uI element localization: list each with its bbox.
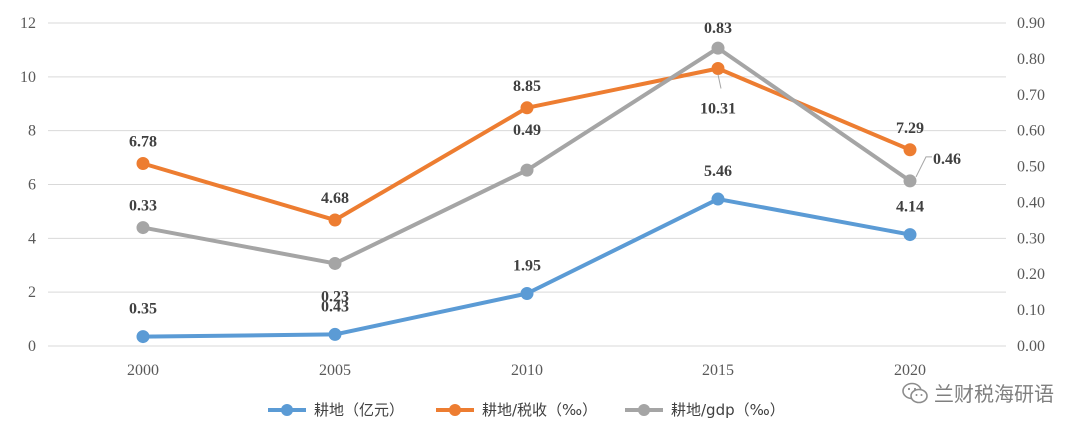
data-label: 0.23 [321,288,349,305]
x-axis: 2000 2005 2010 2015 2020 [127,362,926,379]
legend-marker [638,404,650,416]
data-point [136,330,150,344]
data-label: 0.35 [129,301,157,318]
y-right-tick-label: 0.20 [1017,266,1045,283]
data-label: 1.95 [513,258,541,275]
data-point [136,221,150,235]
data-point [328,327,342,341]
data-point [136,157,150,171]
data-labels: 0.35 0.43 1.95 5.46 4.14 6.78 4.68 8.85 10.31 7.2… [129,20,961,317]
y-left-tick-label: 4 [28,230,36,247]
data-point [711,41,725,55]
label-leader-line [717,74,722,89]
legend-label: 耕地（亿元） [314,401,404,419]
left-axis: 0 2 4 6 8 10 12 [20,15,36,355]
legend-label: 耕地/gdp（‰） [671,401,785,419]
data-point [711,61,725,75]
legend-label: 耕地/税收（‰） [482,401,597,419]
data-point [520,287,534,301]
series-lines [136,41,917,344]
data-point [903,143,917,157]
data-point [903,174,917,188]
data-label: 4.68 [321,190,349,207]
legend-marker [281,404,293,416]
data-label: 6.78 [129,134,157,151]
data-label: 10.31 [700,100,736,117]
data-point [903,228,917,242]
data-point [328,256,342,270]
y-right-tick-label: 0.30 [1017,230,1045,247]
legend: 耕地（亿元） 耕地/税收（‰） 耕地/gdp（‰） [268,401,785,419]
x-tick-label: 2010 [511,362,543,379]
data-label: 4.14 [896,199,924,216]
y-left-tick-label: 2 [28,284,36,301]
right-axis: 0.00 0.10 0.20 0.30 0.40 0.50 0.60 0.70 0.80 0.90 [1017,15,1045,355]
data-label: 0.83 [704,20,732,37]
y-right-tick-label: 0.10 [1017,302,1045,319]
label-leader-line [915,156,932,178]
legend-marker [449,404,461,416]
y-right-tick-label: 0.90 [1017,15,1045,32]
data-label: 8.85 [513,78,541,95]
data-label: 0.49 [513,122,541,139]
y-right-tick-label: 0.00 [1017,338,1045,355]
data-label: 7.29 [896,120,924,137]
data-point [520,101,534,115]
data-point [328,213,342,227]
data-label: 0.33 [129,198,157,215]
x-tick-label: 2015 [702,362,734,379]
data-label: 5.46 [704,163,732,180]
x-tick-label: 2000 [127,362,159,379]
y-right-tick-label: 0.40 [1017,194,1045,211]
data-point [520,163,534,177]
data-label: 0.46 [933,151,961,168]
data-label: 0.43 [321,298,349,315]
x-tick-label: 2005 [319,362,351,379]
watermark-text: 兰财税海研语 [934,382,1054,406]
watermark: 兰财税海研语 [902,378,1054,407]
y-right-tick-label: 0.50 [1017,159,1045,176]
y-right-tick-label: 0.60 [1017,123,1045,140]
y-left-tick-label: 10 [20,69,36,86]
y-left-tick-label: 0 [28,338,36,355]
y-left-tick-label: 6 [28,177,36,194]
y-left-tick-label: 8 [28,123,36,140]
x-tick-label: 2020 [894,362,926,379]
y-right-tick-label: 0.70 [1017,87,1045,104]
y-right-tick-label: 0.80 [1017,51,1045,68]
y-left-tick-label: 12 [20,15,36,32]
data-point [711,192,725,206]
wechat-icon [902,382,928,403]
